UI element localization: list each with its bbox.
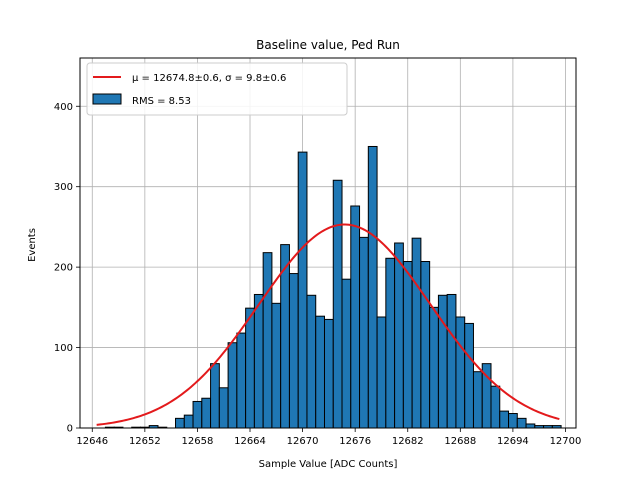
histogram-bar bbox=[253, 293, 264, 429]
histogram-bar bbox=[508, 413, 518, 429]
histogram-bar bbox=[201, 397, 212, 429]
axes-frame bbox=[79, 57, 577, 429]
histogram-bar bbox=[175, 417, 185, 429]
histogram-bar bbox=[367, 145, 378, 429]
y-tick-label-3: 300 bbox=[54, 182, 73, 193]
fit-curve-group bbox=[96, 223, 560, 426]
histogram-bar bbox=[210, 363, 220, 429]
histogram-bar bbox=[192, 400, 203, 429]
histogram-bar bbox=[464, 322, 474, 429]
legend-fit-label: μ = 12674.8±0.6, σ = 9.8±0.6 bbox=[132, 73, 286, 84]
histogram-bar bbox=[394, 242, 404, 429]
chart-title: Baseline value, Ped Run bbox=[256, 38, 400, 52]
histogram-bar bbox=[315, 315, 325, 429]
x-tick-label-5: 12676 bbox=[339, 436, 371, 447]
histogram-bar bbox=[297, 151, 308, 429]
histogram-bar bbox=[437, 294, 448, 429]
histogram-bar bbox=[227, 342, 238, 429]
gaussian-fit-curve bbox=[96, 223, 560, 426]
x-tick-label-0: 12646 bbox=[76, 436, 108, 447]
histogram-bar bbox=[499, 410, 510, 429]
y-axis-label: Events bbox=[27, 228, 38, 262]
histogram-bar bbox=[236, 332, 247, 429]
histogram-bar bbox=[429, 306, 439, 429]
histogram-bar bbox=[271, 302, 282, 429]
histogram-bar bbox=[183, 414, 194, 429]
x-tick-label-6: 12682 bbox=[392, 436, 424, 447]
x-tick-label-2: 12658 bbox=[182, 436, 214, 447]
x-tick-label-7: 12688 bbox=[444, 436, 476, 447]
histogram-bar bbox=[420, 261, 431, 429]
histogram-bar bbox=[411, 237, 422, 429]
histogram-bar bbox=[262, 252, 273, 429]
histogram-bar bbox=[323, 318, 334, 429]
histogram-bar bbox=[455, 316, 466, 429]
histogram-bars bbox=[104, 145, 562, 429]
histogram-bar bbox=[385, 257, 396, 429]
histogram-bar bbox=[218, 387, 229, 429]
histogram-bar bbox=[288, 273, 299, 429]
histogram-bar bbox=[245, 307, 255, 429]
histogram-bar bbox=[402, 261, 413, 429]
legend-hist-patch-icon bbox=[92, 93, 122, 105]
x-tick-label-1: 12652 bbox=[129, 436, 161, 447]
histogram-bar bbox=[332, 179, 343, 429]
histogram-bar bbox=[472, 371, 483, 429]
histogram-bar bbox=[359, 236, 369, 429]
histogram-bar bbox=[525, 423, 536, 429]
y-tick-label-2: 200 bbox=[54, 263, 73, 274]
legend: μ = 12674.8±0.6, σ = 9.8±0.6 RMS = 8.53 bbox=[86, 62, 348, 116]
histogram-bar bbox=[446, 293, 457, 429]
x-tick-label-3: 12664 bbox=[234, 436, 266, 447]
x-tick-label-9: 12700 bbox=[550, 436, 582, 447]
histogram-bar bbox=[306, 294, 317, 429]
y-tick-label-0: 0 bbox=[67, 424, 73, 435]
histogram-bar bbox=[376, 316, 387, 429]
legend-box bbox=[86, 62, 348, 116]
histogram-bar bbox=[490, 385, 501, 429]
histogram-bar bbox=[341, 278, 352, 429]
histogram-bar bbox=[350, 205, 361, 429]
legend-hist-label: RMS = 8.53 bbox=[132, 96, 191, 107]
y-tick-label-4: 400 bbox=[54, 102, 73, 113]
axis-ticks: 12646 12652 12658 12664 12670 12676 12682 12688… bbox=[54, 102, 581, 447]
x-tick-label-4: 12670 bbox=[287, 436, 319, 447]
x-axis-label: Sample Value [ADC Counts] bbox=[259, 459, 398, 470]
x-tick-label-8: 12694 bbox=[497, 436, 529, 447]
y-tick-label-1: 100 bbox=[54, 343, 73, 354]
histogram-bar bbox=[516, 417, 527, 429]
